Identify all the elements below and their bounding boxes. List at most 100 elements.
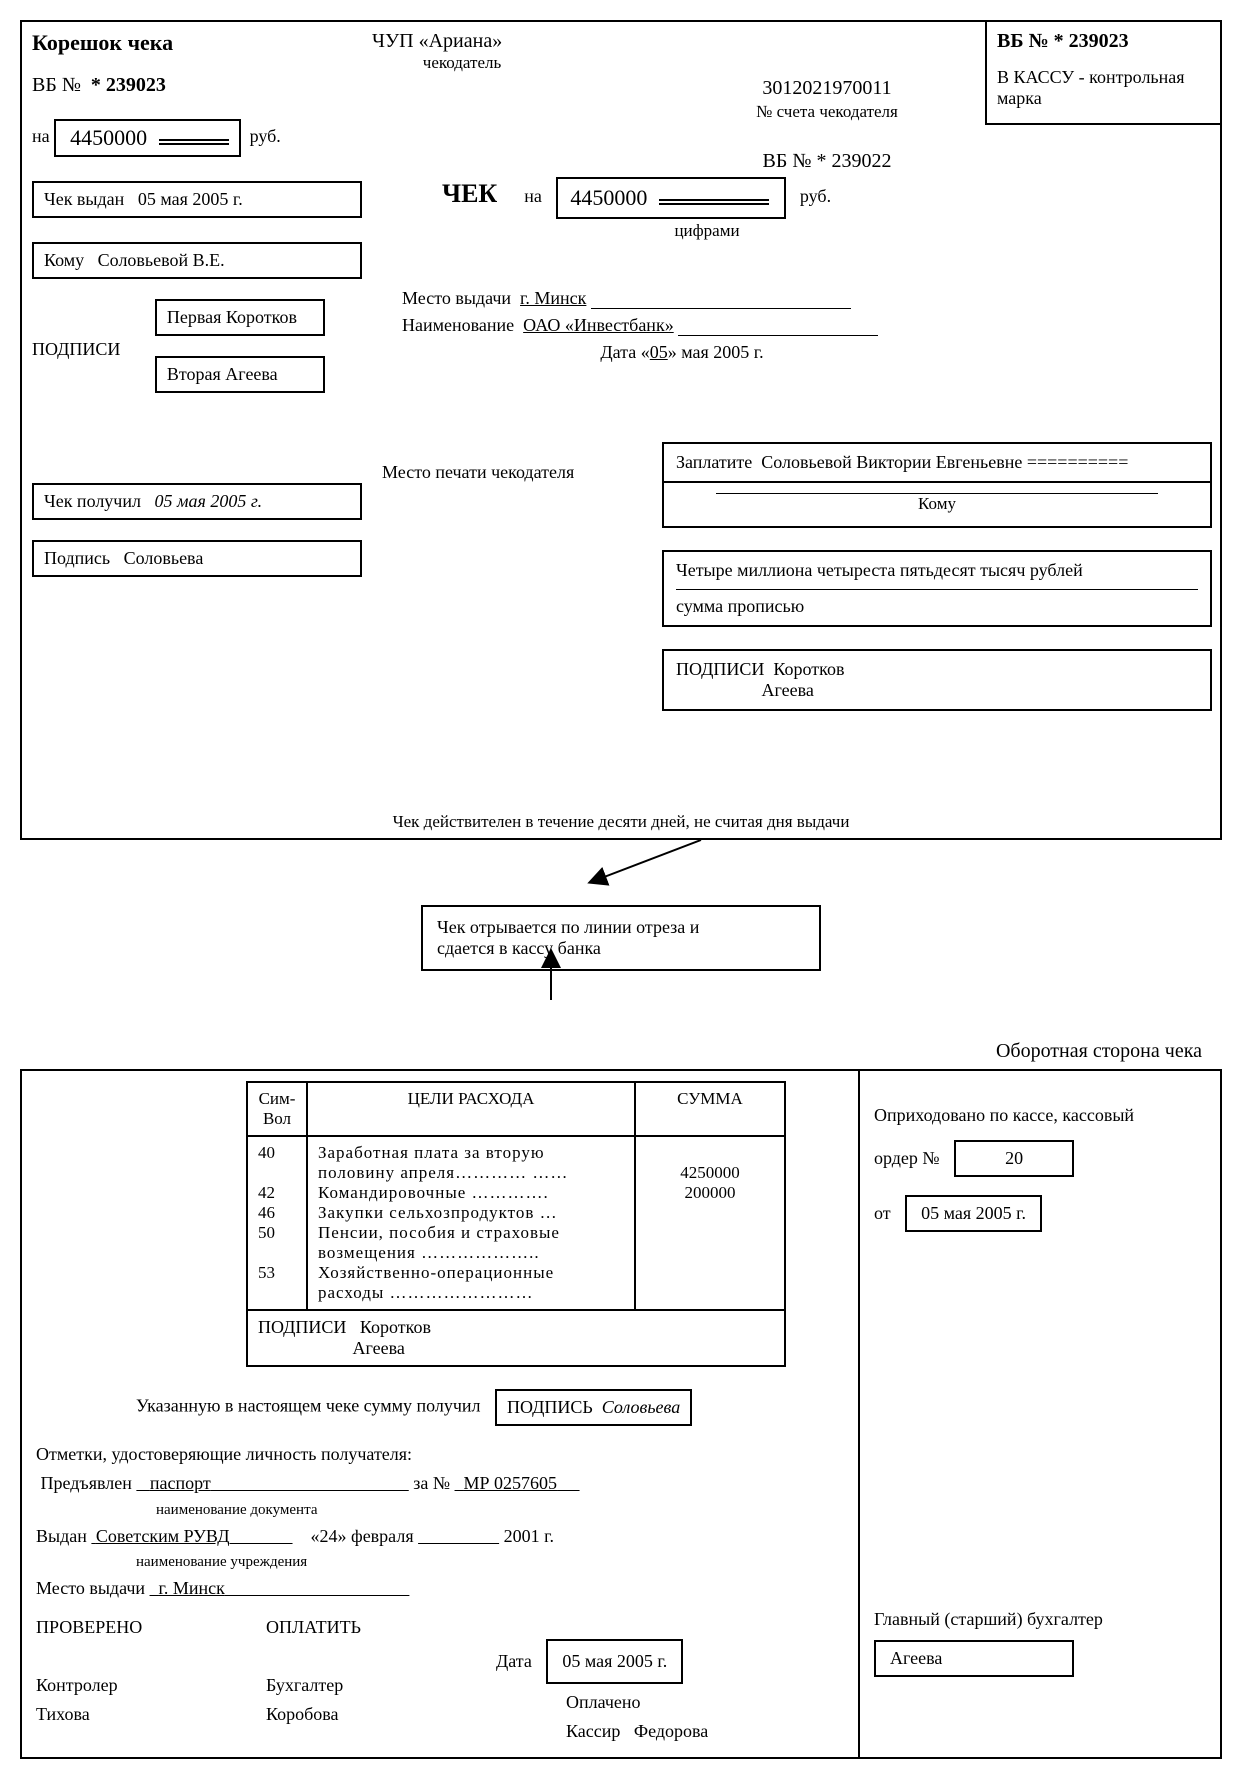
stub-amount: 4450000 [70,125,147,150]
strike-fill-icon [159,139,229,141]
controller-label: Контролер [36,1671,266,1700]
back-left: Сим- Вол ЦЕЛИ РАСХОДА СУММА 40 42 46 50 … [22,1071,860,1757]
chek-on: на [524,186,542,206]
id-issued-date: «24» февраля [311,1526,414,1546]
stub-amount-row: на 4450000 руб. [32,119,362,157]
cashier-label: Кассир [566,1721,620,1741]
issued-value: 05 мая 2005 г. [138,189,243,209]
sig-first-box: Первая Коротков [155,299,325,336]
id-docno: МР 0257605 [464,1473,558,1493]
back-side-label: Оборотная сторона чека [20,1040,1202,1063]
arrow-icon [421,840,821,1000]
place-value: г. Минск [520,288,586,308]
main-sign2: Агеева [762,680,814,700]
pay-label: Заплатите [676,452,752,472]
purpose-signs-box: ПОДПИСИ Коротков Агеева [246,1311,786,1367]
blank-line [591,295,851,309]
pay-box-top: Заплатите Соловьевой Виктории Евгеньевне… [662,442,1212,483]
id-doc-sub: наименование документа [156,1498,844,1522]
purpose-table: Сим- Вол ЦЕЛИ РАСХОДА СУММА 40 42 46 50 … [246,1081,786,1311]
purpose-signs-label: ПОДПИСИ [258,1317,346,1337]
chief-label: Главный (старший) бухгалтер [874,1609,1206,1630]
received-label: Чек получил [44,491,141,511]
pay-value: Соловьевой Виктории Евгеньевне =========… [761,452,1128,472]
date-rest: » мая 2005 г. [668,342,764,362]
receive-sig-box: ПОДПИСЬ Соловьева [495,1389,692,1426]
cheque-front: Корешок чека ВБ № * 239023 на 4450000 ру… [20,20,1222,840]
id-issued: Выдан [36,1526,87,1546]
pay-boxes: Заплатите Соловьевой Виктории Евгеньевне… [662,442,1212,711]
cashier-line: Кассир Федорова [566,1717,708,1746]
id-place-line: Место выдачи г. Минск [36,1574,844,1603]
info-lines: Место выдачи г. Минск Наименование ОАО «… [402,282,962,363]
bb-label: ВБ № [32,74,81,96]
chek-rub: руб. [800,186,831,206]
date-box: 05 мая 2005 г. [546,1639,683,1684]
bb-star: * [91,74,101,96]
bank-line: Наименование ОАО «Инвестбанк» [402,315,962,336]
controller-name: Тихова [36,1700,266,1729]
validity-footer: Чек действителен в течение десяти дней, … [22,812,1220,832]
date-day: 05 [650,342,668,362]
control-mark-box: ВБ № * 239023 В КАССУ - контрольная марк… [985,22,1220,125]
signs-label: ПОДПИСИ [32,339,120,360]
to-label: Кому [44,250,84,270]
place-label: Место выдачи [402,288,511,308]
signature-value: Соловьева [124,548,204,568]
date-line: Дата «05» мая 2005 г. [402,342,962,363]
purpose-sums: 4250000 200000 [635,1136,785,1310]
sum-words: Четыре миллиона четыреста пятьдесят тыся… [676,560,1198,581]
receive-text: Указанную в настоящем чеке сумму получил [136,1396,481,1416]
pay-label2: ОПЛАТИТЬ [266,1613,496,1642]
cheque-back: Сим- Вол ЦЕЛИ РАСХОДА СУММА 40 42 46 50 … [20,1069,1222,1759]
control-title: ВБ № * 239023 [997,30,1210,53]
identity-block: Отметки, удостоверяющие личность получат… [36,1440,844,1746]
stub-signature-box: Подпись Соловьева [32,540,362,577]
recv-sig-value: Соловьева [602,1397,680,1417]
received-value: 05 мая 2005 г. [154,491,262,511]
center-header: ЧУП «Ариана» чекодатель [372,30,902,73]
verified-label: ПРОВЕРЕНО [36,1613,266,1642]
credited-text: Оприходовано по кассе, кассовый [874,1105,1206,1126]
id-place-label: Место выдачи [36,1578,145,1598]
id-issued-line: Выдан Советским РУВД «24» февраля 2001 г… [36,1522,844,1551]
id-doc: паспорт [150,1473,211,1493]
account-number: 3012021970011 [702,77,952,100]
order-no-box: 20 [954,1140,1074,1177]
bb-number: 239023 [106,74,166,96]
purpose-syms: 40 42 46 50 53 [247,1136,307,1310]
id-presented: Предъявлен [41,1473,132,1493]
digits-sublabel: цифрами [592,221,822,241]
col-sum: СУММА [635,1082,785,1136]
bank-label: Наименование [402,315,514,335]
cashier-name: Федорова [634,1721,708,1741]
main-signs-box: ПОДПИСИ Коротков Агеева [662,649,1212,711]
id-header: Отметки, удостоверяющие личность получат… [36,1440,844,1469]
bank-value: ОАО «Инвестбанк» [523,315,674,335]
place-line: Место выдачи г. Минск [402,288,962,309]
receive-line: Указанную в настоящем чеке сумму получил… [136,1389,844,1426]
recv-sig-label: ПОДПИСЬ [507,1397,593,1417]
strike-fill-icon [659,199,769,201]
account-block: 3012021970011 № счета чекодателя ВБ № * … [702,77,952,173]
stub-received-box: Чек получил 05 мая 2005 г. [32,483,362,520]
signature-label: Подпись [44,548,110,568]
id-zano: за № [413,1473,450,1493]
paid-label: Оплачено [566,1688,708,1717]
id-issued-sub: наименование учреждения [136,1550,844,1574]
chek-amount-box: 4450000 [556,177,786,219]
stub-bb-line: ВБ № * 239023 [32,74,362,97]
stub-amount-box: 4450000 [54,119,241,157]
from-date-box: 05 мая 2005 г. [905,1195,1042,1232]
main-signs-label: ПОДПИСИ [676,659,764,679]
main-sign1: Коротков [773,659,844,679]
stub-to-box: Кому Соловьевой В.Е. [32,242,362,279]
verify-row: ПРОВЕРЕНО Контролер Тихова ОПЛАТИТЬ Бухг… [36,1613,844,1745]
chek-title: ЧЕК [442,179,497,209]
company-sublabel: чекодатель [372,53,552,73]
pay-sublabel: Кому [676,494,1198,514]
back-right: Оприходовано по кассе, кассовый ордер № … [860,1071,1220,1757]
purpose-texts: Заработная плата за вторую половину апре… [307,1136,635,1310]
control-sub: В КАССУ - контрольная марка [997,67,1210,109]
order-row: ордер № 20 [874,1140,1206,1177]
